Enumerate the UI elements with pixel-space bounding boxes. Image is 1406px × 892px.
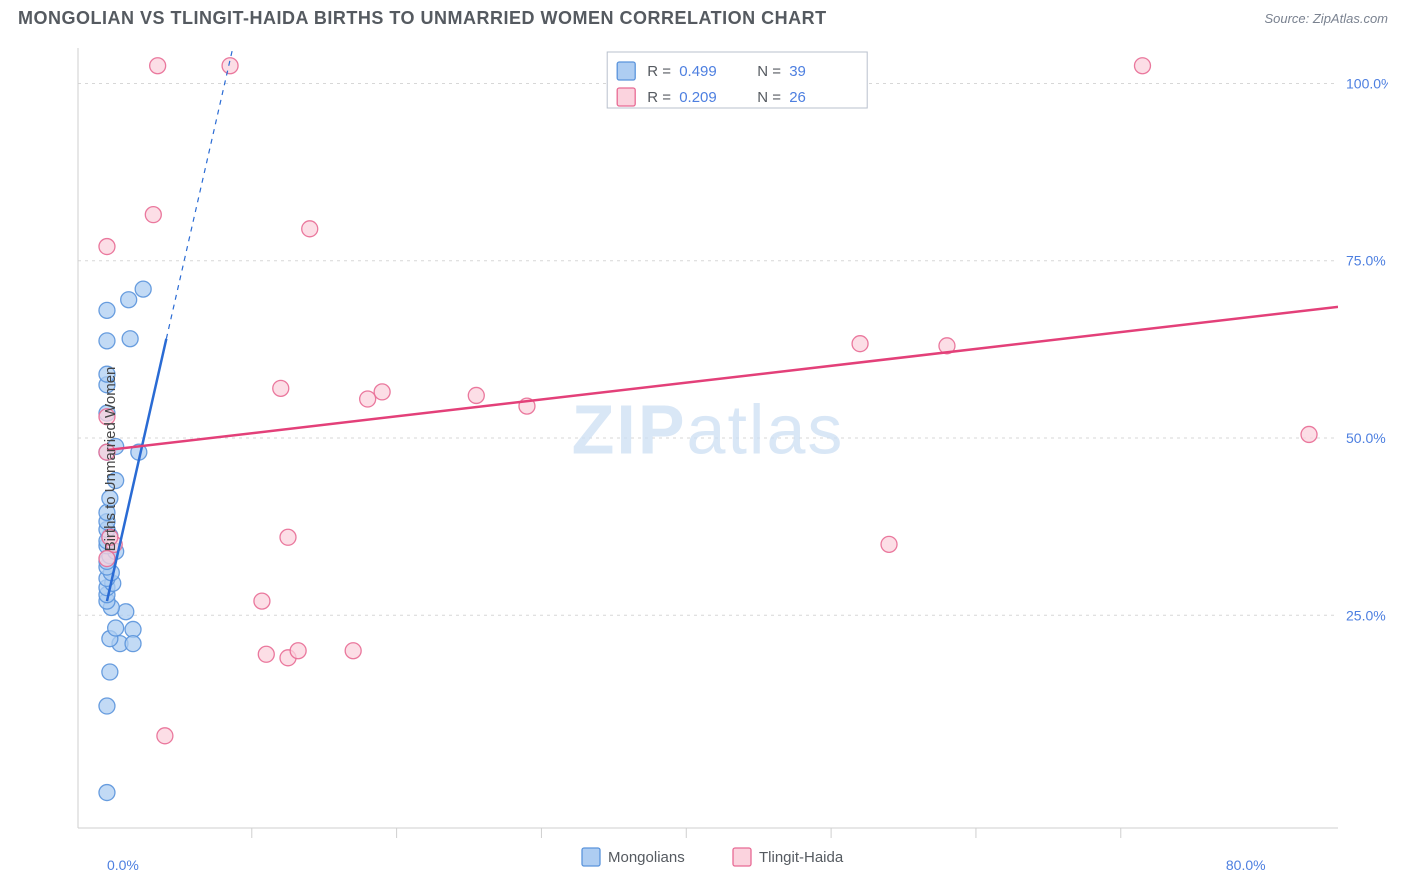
data-point bbox=[99, 239, 115, 255]
data-point bbox=[881, 536, 897, 552]
y-axis-label: Births to Unmarried Women bbox=[102, 367, 119, 552]
trend-line-extrapolated bbox=[166, 41, 234, 339]
stat-n-value: 39 bbox=[789, 63, 806, 80]
data-point bbox=[258, 646, 274, 662]
data-point bbox=[150, 58, 166, 74]
data-point bbox=[222, 58, 238, 74]
legend-swatch bbox=[582, 848, 600, 866]
stat-r-label: R = bbox=[647, 63, 671, 80]
data-point bbox=[125, 636, 141, 652]
legend-label: Tlingit-Haida bbox=[759, 849, 844, 866]
y-tick-label: 25.0% bbox=[1346, 607, 1386, 623]
data-point bbox=[99, 551, 115, 567]
data-point bbox=[108, 620, 124, 636]
y-tick-label: 75.0% bbox=[1346, 253, 1386, 269]
data-point bbox=[121, 292, 137, 308]
stat-r-value: 0.209 bbox=[679, 89, 717, 106]
data-point bbox=[254, 593, 270, 609]
stats-swatch bbox=[617, 88, 635, 106]
data-point bbox=[280, 529, 296, 545]
data-point bbox=[1301, 426, 1317, 442]
data-point bbox=[102, 664, 118, 680]
svg-text:ZIPatlas: ZIPatlas bbox=[572, 391, 845, 469]
source-label: Source: ZipAtlas.com bbox=[1264, 11, 1388, 26]
data-point bbox=[852, 336, 868, 352]
data-point bbox=[145, 207, 161, 223]
stat-n-label: N = bbox=[757, 89, 781, 106]
data-point bbox=[374, 384, 390, 400]
y-tick-label: 50.0% bbox=[1346, 430, 1386, 446]
chart-container: Births to Unmarried Women ZIPatlas 25.0% 5… bbox=[18, 38, 1388, 880]
stat-r-value: 0.499 bbox=[679, 63, 717, 80]
data-point bbox=[118, 604, 134, 620]
data-point bbox=[302, 221, 318, 237]
stat-n-label: N = bbox=[757, 63, 781, 80]
stat-n-value: 26 bbox=[789, 89, 806, 106]
stats-box bbox=[607, 52, 867, 108]
data-point bbox=[273, 380, 289, 396]
data-point bbox=[157, 728, 173, 744]
x-tick-label: 0.0% bbox=[107, 857, 139, 873]
x-tick-label: 80.0% bbox=[1226, 857, 1266, 873]
data-point bbox=[99, 698, 115, 714]
legend-swatch bbox=[733, 848, 751, 866]
stat-r-label: R = bbox=[647, 89, 671, 106]
data-point bbox=[99, 333, 115, 349]
data-point bbox=[468, 387, 484, 403]
data-point bbox=[345, 643, 361, 659]
data-point bbox=[1134, 58, 1150, 74]
data-point bbox=[122, 331, 138, 347]
scatter-chart: ZIPatlas 25.0% 50.0% 75.0% 100.0% 0.0% 80.0% Mo… bbox=[18, 38, 1388, 880]
legend-label: Mongolians bbox=[608, 849, 685, 866]
chart-title: MONGOLIAN VS TLINGIT-HAIDA BIRTHS TO UNM… bbox=[18, 8, 827, 29]
stats-swatch bbox=[617, 62, 635, 80]
data-point bbox=[99, 785, 115, 801]
data-point bbox=[290, 643, 306, 659]
data-point bbox=[135, 281, 151, 297]
y-tick-label: 100.0% bbox=[1346, 75, 1388, 91]
data-point bbox=[99, 302, 115, 318]
data-point bbox=[360, 391, 376, 407]
